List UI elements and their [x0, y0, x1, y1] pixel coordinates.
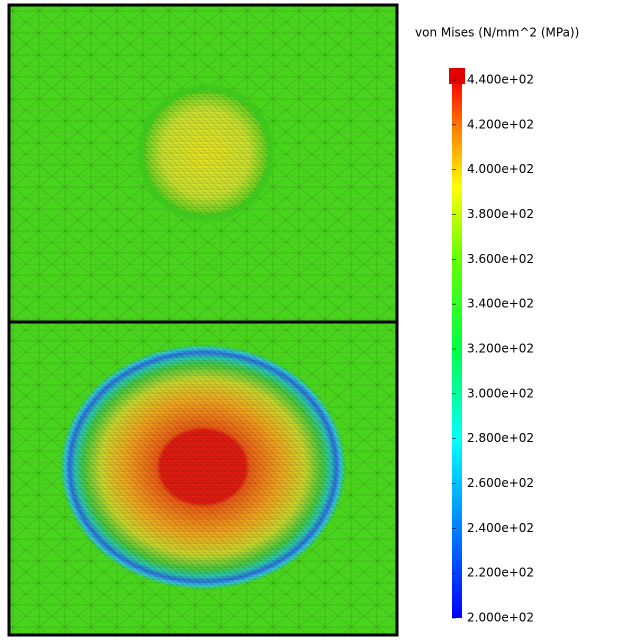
scale-label: 2.200e+02	[467, 566, 534, 580]
legend-title: von Mises (N/mm^2 (MPa))	[415, 26, 579, 40]
scale-label: 4.400e+02	[467, 73, 534, 87]
scale-label: 2.000e+02	[467, 611, 534, 625]
scale-top-marker	[449, 68, 465, 84]
bottom-view	[9, 322, 397, 635]
bottom-blob-mesh	[61, 345, 345, 589]
scale-label: 3.200e+02	[467, 342, 534, 356]
top-view	[9, 5, 397, 322]
screenshot: von Mises (N/mm^2 (MPa)) 4.400e+02 4.200e…	[0, 0, 625, 639]
scale-label: 4.000e+02	[467, 162, 534, 176]
scale-label: 4.200e+02	[467, 117, 534, 131]
scale-label: 3.600e+02	[467, 252, 534, 266]
scale-label: 3.800e+02	[467, 207, 534, 221]
scale-label: 2.600e+02	[467, 476, 534, 490]
scale-label: 3.000e+02	[467, 386, 534, 400]
scale-label: 2.800e+02	[467, 431, 534, 445]
scale-label: 3.400e+02	[467, 297, 534, 311]
page: von Mises (N/mm^2 (MPa)) 4.400e+02 4.200e…	[0, 0, 625, 639]
legend: von Mises (N/mm^2 (MPa)) 4.400e+02 4.200e…	[415, 26, 579, 625]
top-blob-mesh	[144, 91, 268, 215]
scale-label: 2.400e+02	[467, 521, 534, 535]
